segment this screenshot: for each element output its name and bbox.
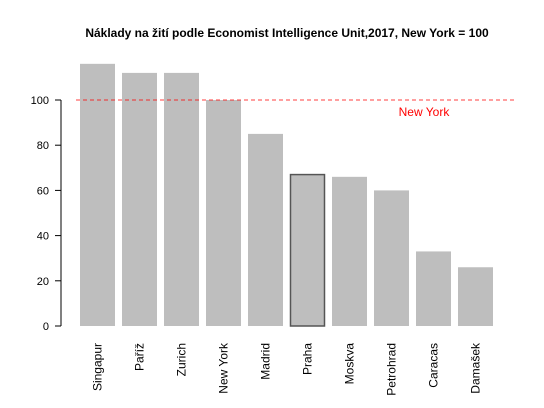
x-tick-label: Damašek <box>469 342 483 394</box>
bar-petrohrad <box>374 190 409 326</box>
bar-caracas <box>416 251 451 326</box>
bars <box>80 63 493 327</box>
x-tick-label: Caracas <box>427 343 441 388</box>
x-tick-label: Petrohrad <box>385 343 399 396</box>
x-tick-label: Madrid <box>259 343 273 380</box>
y-axis: 0 20 40 60 80 100 <box>31 95 62 333</box>
bar-singapur <box>80 63 115 327</box>
y-tick-label: 80 <box>37 140 49 152</box>
y-tick-label: 0 <box>43 321 49 333</box>
bar-new-york <box>206 100 241 326</box>
x-tick-label: Moskva <box>343 343 357 385</box>
bar-pa- <box>122 72 157 326</box>
x-tick-label: Praha <box>301 343 315 375</box>
y-tick-label: 40 <box>37 231 49 243</box>
category-labels: Singapur Paříž Zurich New York Madrid Praha Mo… <box>91 342 483 396</box>
y-tick-label: 60 <box>37 185 49 197</box>
reference-line-group: New York <box>76 99 515 119</box>
bar-praha <box>289 173 326 327</box>
y-tick-label: 20 <box>37 276 49 288</box>
x-tick-label: Paříž <box>133 343 147 371</box>
bar-zurich <box>164 72 199 326</box>
bar-moskva <box>332 176 367 326</box>
y-tick-label: 100 <box>31 95 49 107</box>
x-tick-label: New York <box>217 342 231 394</box>
bar-dama-ek <box>458 267 493 326</box>
reference-line-label: New York <box>399 105 451 119</box>
x-tick-label: Singapur <box>91 343 105 391</box>
bar-madrid <box>248 133 283 326</box>
x-tick-label: Zurich <box>175 343 189 376</box>
chart-title: Náklady na žití podle Economist Intellig… <box>85 26 489 40</box>
